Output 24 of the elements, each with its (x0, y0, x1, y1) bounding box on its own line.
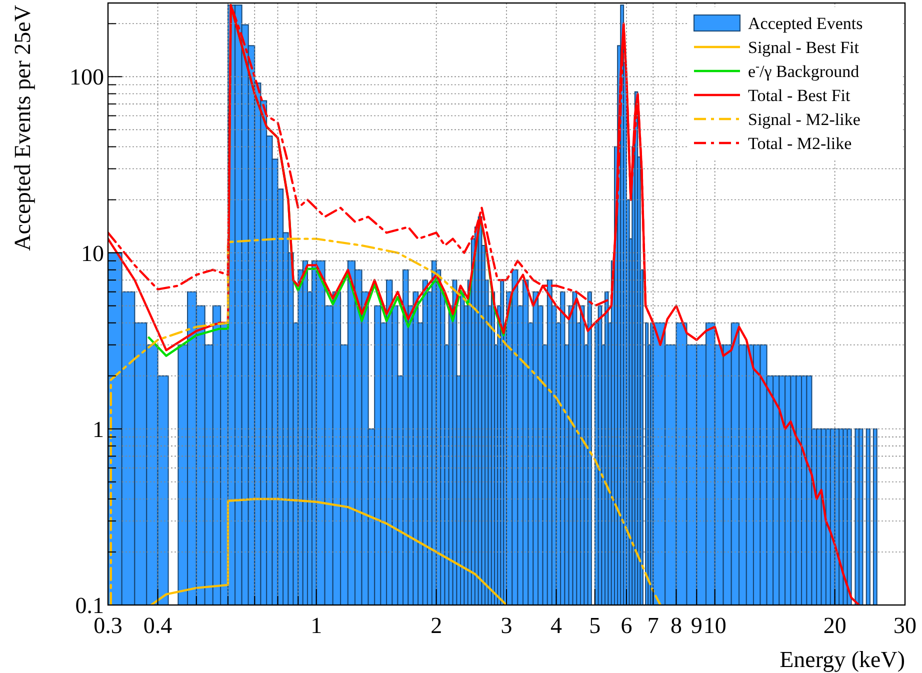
x-tick-label: 2 (430, 613, 442, 638)
x-tick-label: 1 (310, 613, 322, 638)
x-tick-label: 7 (647, 613, 659, 638)
y-axis-title: Accepted Events per 25eV (10, 4, 35, 251)
legend-label: Signal - M2-like (748, 110, 860, 129)
legend-label: Total - M2-like (748, 134, 852, 153)
x-tick-label: 3 (500, 613, 512, 638)
x-tick-label: 0.4 (143, 613, 173, 638)
y-tick-label: 10 (81, 240, 104, 266)
legend-label: Total - Best Fit (748, 86, 850, 105)
x-tick-label: 8 (670, 613, 682, 638)
x-tick-label: 20 (823, 613, 846, 638)
x-tick-label: 5 (589, 613, 601, 638)
y-tick-label: 100 (70, 64, 104, 90)
x-tick-label: 4 (550, 613, 563, 638)
x-tick-label: 30 (894, 613, 916, 638)
legend-label: Signal - Best Fit (748, 38, 860, 57)
x-tick-label: 6 (620, 613, 632, 638)
x-axis-title: Energy (keV) (780, 647, 905, 672)
y-tick-label: 1 (92, 416, 104, 442)
legend-label: Accepted Events (748, 14, 863, 33)
x-tick-label: 10 (703, 613, 726, 638)
x-tick-label: 9 (690, 613, 702, 638)
legend-label: e$^{-}$/γ Background (748, 59, 860, 81)
